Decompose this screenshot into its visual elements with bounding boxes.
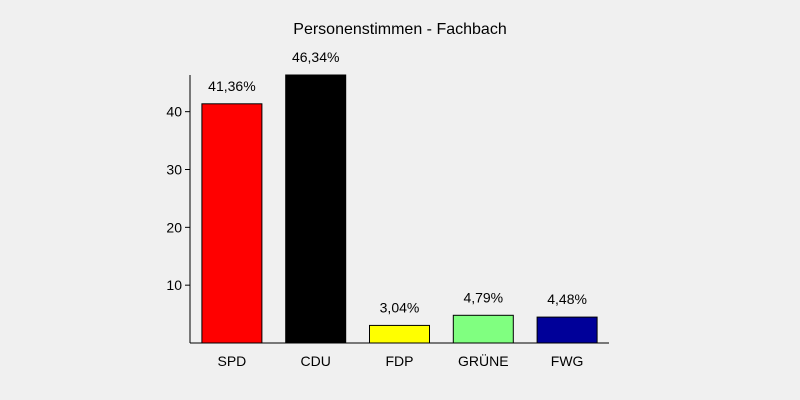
x-tick-label: FDP	[386, 353, 414, 369]
bar-grüne	[452, 314, 514, 344]
chart-title: Personenstimmen - Fachbach	[293, 21, 506, 38]
bar-value-label: 4,79%	[463, 289, 503, 305]
bar-value-label: 3,04%	[380, 299, 420, 315]
x-tick-label: CDU	[301, 353, 331, 369]
bars: 41,36% SPD 46,34% CDU 3,04% FDP 4,79% GRÜNE 4,48…	[201, 49, 598, 369]
y-tick-label: 30	[166, 161, 182, 177]
y-tick-label: 10	[166, 277, 182, 293]
bar-value-label: 4,48%	[547, 291, 587, 307]
bar-spd	[201, 103, 263, 344]
x-tick-label: SPD	[218, 353, 247, 369]
bar-fdp	[369, 324, 430, 344]
y-tick-label: 20	[166, 219, 182, 235]
bar-fwg	[536, 316, 598, 344]
bar-cdu	[285, 74, 347, 344]
x-tick-label: GRÜNE	[458, 352, 509, 369]
y-tick-label: 40	[166, 104, 182, 120]
x-tick-label: FWG	[551, 353, 584, 369]
bar-value-label: 46,34%	[292, 49, 339, 65]
bar-value-label: 41,36%	[208, 78, 255, 94]
